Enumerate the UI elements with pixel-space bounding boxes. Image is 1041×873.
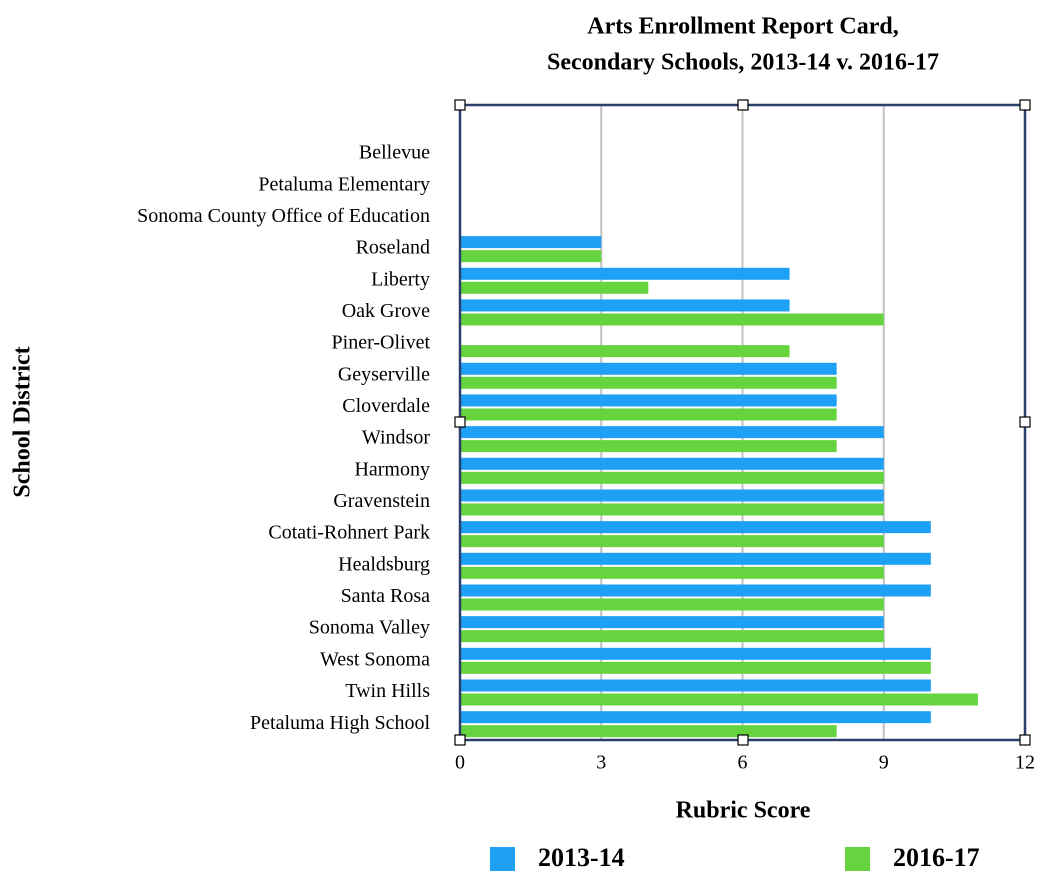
x-tick-label: 0: [455, 752, 465, 774]
bar: [460, 267, 790, 280]
y-tick-label: Twin Hills: [345, 680, 430, 702]
bar: [460, 566, 884, 579]
bar: [460, 440, 837, 453]
handle: [1019, 734, 1031, 746]
bar: [460, 408, 837, 421]
x-tick-label: 9: [879, 752, 889, 774]
bar: [460, 598, 884, 611]
bar: [460, 535, 884, 548]
x-tick-label: 6: [738, 752, 748, 774]
bar: [460, 584, 931, 597]
handle: [454, 99, 466, 111]
handle: [454, 734, 466, 746]
bar: [460, 313, 884, 326]
handle: [1019, 99, 1031, 111]
bar: [460, 711, 931, 724]
y-tick-label: Gravenstein: [333, 490, 430, 512]
y-tick-label: Roseland: [356, 237, 430, 259]
bar: [460, 679, 931, 692]
selection-handles: [454, 99, 1031, 746]
y-tick-label: Healdsburg: [338, 553, 430, 575]
legend-label: 2013-14: [538, 843, 625, 872]
bar: [460, 616, 884, 629]
y-tick-label: Petaluma Elementary: [258, 173, 430, 195]
bar: [460, 503, 884, 516]
bar: [460, 236, 602, 249]
y-tick-label: Windsor: [362, 427, 430, 449]
bar: [460, 426, 884, 439]
y-axis-label: School District: [10, 346, 36, 497]
chart-title: Secondary Schools, 2013-14 v. 2016-17: [547, 50, 939, 76]
bar: [460, 630, 884, 643]
bar: [460, 693, 978, 706]
x-tick-label: 12: [1015, 752, 1035, 774]
bar: [460, 362, 837, 375]
bar: [460, 345, 790, 358]
bar: [460, 299, 790, 312]
bar: [460, 394, 837, 407]
bar: [460, 471, 884, 484]
y-tick-label: Sonoma County Office of Education: [137, 205, 430, 227]
bar: [460, 725, 837, 738]
x-axis-label: Rubric Score: [676, 798, 811, 824]
legend-swatch: [845, 847, 870, 871]
bar: [460, 661, 931, 674]
bar: [460, 281, 649, 294]
handle: [454, 416, 466, 428]
y-tick-label: Piner-Olivet: [332, 332, 431, 354]
y-tick-label: Harmony: [354, 458, 430, 480]
handle: [737, 734, 749, 746]
handle: [737, 99, 749, 111]
y-tick-label: Liberty: [371, 268, 430, 290]
bar: [460, 376, 837, 389]
bar: [460, 552, 931, 565]
y-tick-label: Sonoma Valley: [309, 617, 430, 639]
y-tick-label: Cotati-Rohnert Park: [268, 522, 430, 544]
y-tick-label: Petaluma High School: [250, 712, 430, 734]
bars: [460, 236, 978, 738]
bar: [460, 489, 884, 502]
y-tick-label: Santa Rosa: [341, 585, 431, 607]
x-tick-label: 3: [596, 752, 606, 774]
y-tick-label: West Sonoma: [320, 648, 430, 670]
handle: [1019, 416, 1031, 428]
chart-title: Arts Enrollment Report Card,: [587, 14, 899, 40]
legend-label: 2016-17: [893, 843, 980, 872]
bar: [460, 647, 931, 660]
y-tick-label: Geyserville: [338, 363, 430, 385]
y-tick-label: Oak Grove: [342, 300, 430, 322]
grid: [600, 105, 885, 740]
bar: [460, 457, 884, 470]
y-tick-label: Cloverdale: [342, 395, 430, 417]
bar: [460, 250, 602, 263]
y-tick-label: Bellevue: [359, 142, 430, 164]
bar: [460, 521, 931, 534]
legend-swatch: [490, 847, 515, 871]
